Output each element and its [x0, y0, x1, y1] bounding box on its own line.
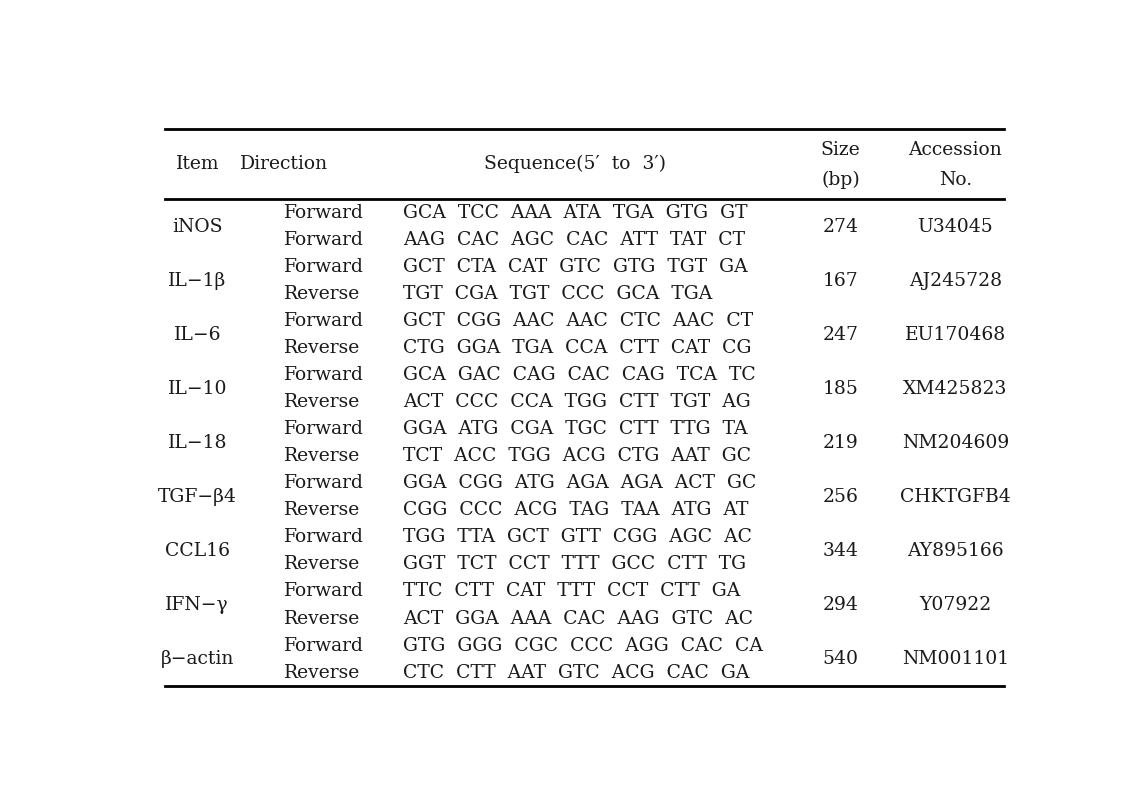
- Text: IL−6: IL−6: [173, 326, 221, 343]
- Text: AY895166: AY895166: [907, 542, 1003, 560]
- Text: IL−10: IL−10: [168, 380, 227, 398]
- Text: GTG  GGG  CGC  CCC  AGG  CAC  CA: GTG GGG CGC CCC AGG CAC CA: [404, 637, 763, 654]
- Text: TCT  ACC  TGG  ACG  CTG  AAT  GC: TCT ACC TGG ACG CTG AAT GC: [404, 448, 751, 465]
- Text: GCA  GAC  CAG  CAC  CAG  TCA  TC: GCA GAC CAG CAC CAG TCA TC: [404, 366, 756, 384]
- Text: Direction: Direction: [239, 155, 328, 173]
- Text: GGT  TCT  CCT  TTT  GCC  CTT  TG: GGT TCT CCT TTT GCC CTT TG: [404, 556, 747, 573]
- Text: 344: 344: [823, 542, 858, 560]
- Text: Reverse: Reverse: [284, 448, 360, 465]
- Text: TTC  CTT  CAT  TTT  CCT  CTT  GA: TTC CTT CAT TTT CCT CTT GA: [404, 583, 740, 600]
- Text: Reverse: Reverse: [284, 556, 360, 573]
- Text: Forward: Forward: [284, 475, 364, 492]
- Text: No.: No.: [938, 171, 972, 188]
- Text: 167: 167: [823, 272, 858, 289]
- Text: GCT  CTA  CAT  GTC  GTG  TGT  GA: GCT CTA CAT GTC GTG TGT GA: [404, 258, 748, 276]
- Text: iNOS: iNOS: [172, 218, 222, 235]
- Text: NM001101: NM001101: [902, 650, 1009, 668]
- Text: 256: 256: [823, 488, 858, 506]
- Text: Forward: Forward: [284, 258, 364, 276]
- Text: 274: 274: [822, 218, 858, 235]
- Text: CTC  CTT  AAT  GTC  ACG  CAC  GA: CTC CTT AAT GTC ACG CAC GA: [404, 664, 749, 681]
- Text: Item: Item: [176, 155, 219, 173]
- Text: CTG  GGA  TGA  CCA  CTT  CAT  CG: CTG GGA TGA CCA CTT CAT CG: [404, 339, 751, 357]
- Text: AAG  CAC  AGC  CAC  ATT  TAT  CT: AAG CAC AGC CAC ATT TAT CT: [404, 231, 746, 249]
- Text: Forward: Forward: [284, 231, 364, 249]
- Text: TGG  TTA  GCT  GTT  CGG  AGC  AC: TGG TTA GCT GTT CGG AGC AC: [404, 529, 752, 546]
- Text: Reverse: Reverse: [284, 664, 360, 681]
- Text: TGF−β4: TGF−β4: [157, 488, 237, 506]
- Text: CGG  CCC  ACG  TAG  TAA  ATG  AT: CGG CCC ACG TAG TAA ATG AT: [404, 502, 749, 519]
- Text: IL−18: IL−18: [168, 434, 227, 452]
- Text: 294: 294: [823, 596, 858, 614]
- Text: Y07922: Y07922: [919, 596, 992, 614]
- Text: IFN−γ: IFN−γ: [165, 596, 229, 614]
- Text: IL−1β: IL−1β: [169, 272, 227, 289]
- Text: GCT  CGG  AAC  AAC  CTC  AAC  CT: GCT CGG AAC AAC CTC AAC CT: [404, 312, 754, 330]
- Text: CHKTGFB4: CHKTGFB4: [899, 488, 1011, 506]
- Text: U34045: U34045: [918, 218, 993, 235]
- Text: Reverse: Reverse: [284, 502, 360, 519]
- Text: 540: 540: [822, 650, 858, 668]
- Text: Forward: Forward: [284, 312, 364, 330]
- Text: CCL16: CCL16: [165, 542, 230, 560]
- Text: Reverse: Reverse: [284, 610, 360, 627]
- Text: Forward: Forward: [284, 204, 364, 222]
- Text: Forward: Forward: [284, 421, 364, 438]
- Text: XM425823: XM425823: [903, 380, 1008, 398]
- Text: GGA  ATG  CGA  TGC  CTT  TTG  TA: GGA ATG CGA TGC CTT TTG TA: [404, 421, 748, 438]
- Text: ACT  CCC  CCA  TGG  CTT  TGT  AG: ACT CCC CCA TGG CTT TGT AG: [404, 394, 751, 411]
- Text: Reverse: Reverse: [284, 394, 360, 411]
- Text: NM204609: NM204609: [902, 434, 1009, 452]
- Text: Forward: Forward: [284, 366, 364, 384]
- Text: Size: Size: [821, 142, 861, 159]
- Text: 219: 219: [823, 434, 858, 452]
- Text: GGA  CGG  ATG  AGA  AGA  ACT  GC: GGA CGG ATG AGA AGA ACT GC: [404, 475, 757, 492]
- Text: ACT  GGA  AAA  CAC  AAG  GTC  AC: ACT GGA AAA CAC AAG GTC AC: [404, 610, 754, 627]
- Text: Reverse: Reverse: [284, 339, 360, 357]
- Text: Sequence(5′  to  3′): Sequence(5′ to 3′): [484, 155, 667, 173]
- Text: Forward: Forward: [284, 637, 364, 654]
- Text: (bp): (bp): [821, 171, 860, 189]
- Text: AJ245728: AJ245728: [909, 272, 1002, 289]
- Text: Accession: Accession: [909, 142, 1002, 159]
- Text: Reverse: Reverse: [284, 285, 360, 303]
- Text: GCA  TCC  AAA  ATA  TGA  GTG  GT: GCA TCC AAA ATA TGA GTG GT: [404, 204, 748, 222]
- Text: Forward: Forward: [284, 529, 364, 546]
- Text: 185: 185: [823, 380, 858, 398]
- Text: Forward: Forward: [284, 583, 364, 600]
- Text: β−actin: β−actin: [161, 650, 234, 668]
- Text: EU170468: EU170468: [905, 326, 1005, 343]
- Text: TGT  CGA  TGT  CCC  GCA  TGA: TGT CGA TGT CCC GCA TGA: [404, 285, 712, 303]
- Text: 247: 247: [822, 326, 858, 343]
